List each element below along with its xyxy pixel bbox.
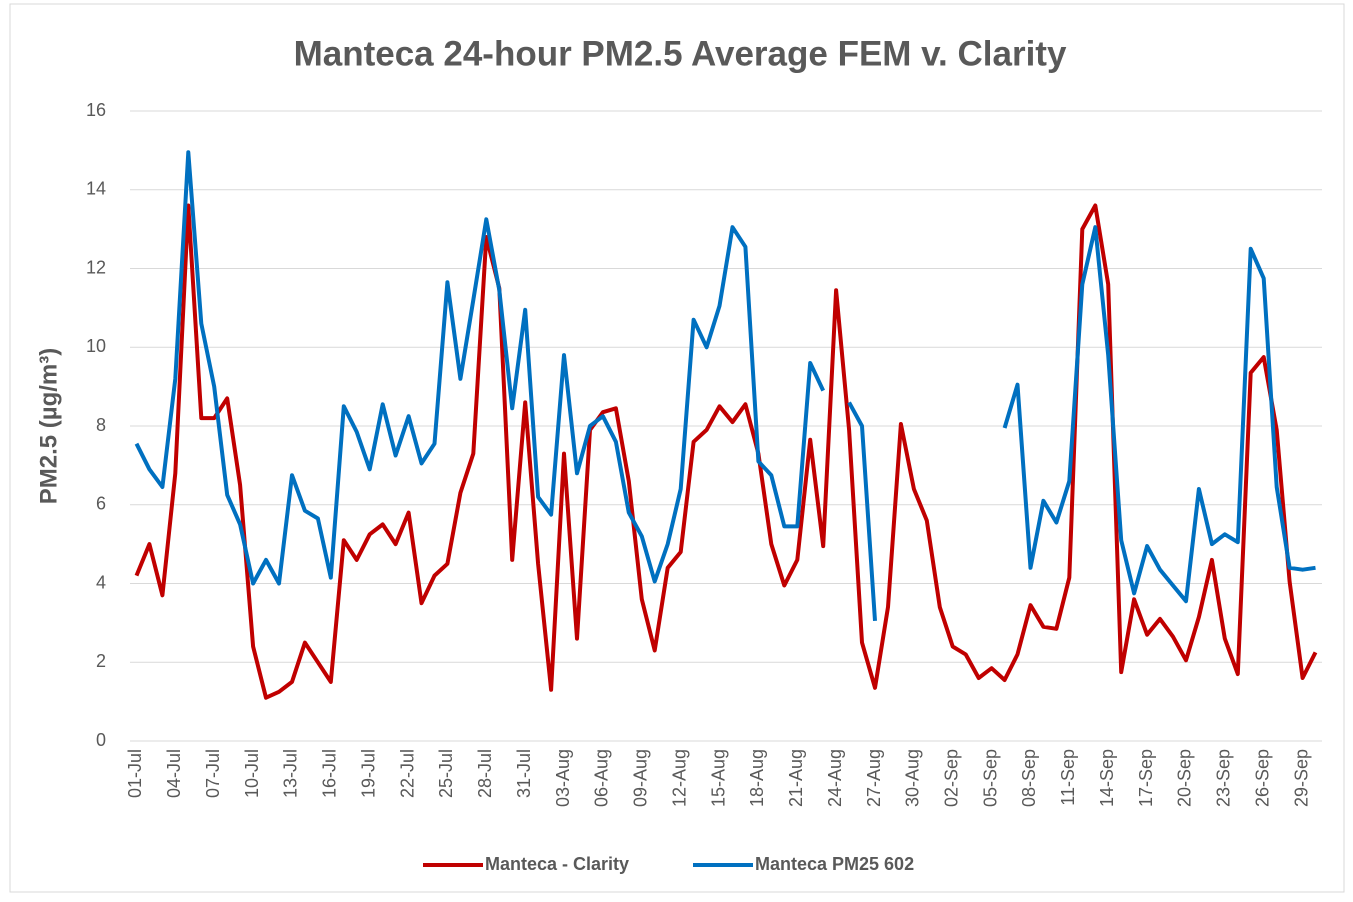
x-tick-label: 03-Aug bbox=[553, 749, 573, 807]
legend-label: Manteca PM25 602 bbox=[755, 854, 914, 874]
x-tick-label: 14-Sep bbox=[1097, 749, 1117, 807]
y-tick-label: 10 bbox=[86, 336, 106, 356]
y-tick-label: 6 bbox=[96, 494, 106, 514]
y-tick-label: 16 bbox=[86, 100, 106, 120]
x-tick-label: 26-Sep bbox=[1252, 749, 1272, 807]
x-tick-label: 30-Aug bbox=[903, 749, 923, 807]
x-tick-label: 29-Sep bbox=[1291, 749, 1311, 807]
legend-label: Manteca - Clarity bbox=[485, 854, 629, 874]
x-tick-label: 08-Sep bbox=[1019, 749, 1039, 807]
x-tick-label: 10-Jul bbox=[242, 749, 262, 798]
x-tick-label: 22-Jul bbox=[397, 749, 417, 798]
x-tick-label: 25-Jul bbox=[436, 749, 456, 798]
chart-frame bbox=[9, 3, 1345, 893]
x-tick-label: 21-Aug bbox=[786, 749, 806, 807]
x-tick-label: 15-Aug bbox=[708, 749, 728, 807]
x-tick-label: 06-Aug bbox=[592, 749, 612, 807]
y-tick-label: 12 bbox=[86, 257, 106, 277]
x-tick-label: 04-Jul bbox=[164, 749, 184, 798]
x-tick-label: 12-Aug bbox=[669, 749, 689, 807]
x-tick-label: 24-Aug bbox=[825, 749, 845, 807]
x-tick-label: 23-Sep bbox=[1214, 749, 1234, 807]
x-tick-label: 05-Sep bbox=[980, 749, 1000, 807]
x-tick-label: 19-Jul bbox=[358, 749, 378, 798]
x-tick-label: 16-Jul bbox=[320, 749, 340, 798]
x-tick-label: 02-Sep bbox=[941, 749, 961, 807]
y-tick-label: 14 bbox=[86, 179, 106, 199]
x-tick-label: 13-Jul bbox=[281, 749, 301, 798]
y-axis-label: PM2.5 (µg/m³) bbox=[35, 348, 62, 505]
x-tick-label: 27-Aug bbox=[864, 749, 884, 807]
x-tick-label: 07-Jul bbox=[203, 749, 223, 798]
series-line bbox=[134, 203, 1318, 700]
y-tick-label: 2 bbox=[96, 651, 106, 671]
x-tick-label: 28-Jul bbox=[475, 749, 495, 798]
x-tick-label: 09-Aug bbox=[631, 749, 651, 807]
series-line bbox=[134, 150, 1316, 622]
x-tick-label: 20-Sep bbox=[1175, 749, 1195, 807]
chart-title: Manteca 24-hour PM2.5 Average FEM v. Cla… bbox=[294, 34, 1067, 73]
x-tick-label: 18-Aug bbox=[747, 749, 767, 807]
x-tick-label: 31-Jul bbox=[514, 749, 534, 798]
x-tick-label: 01-Jul bbox=[125, 749, 145, 798]
y-tick-label: 0 bbox=[96, 730, 106, 750]
y-tick-label: 4 bbox=[96, 572, 106, 592]
x-tick-label: 11-Sep bbox=[1058, 749, 1078, 806]
y-tick-label: 8 bbox=[96, 415, 106, 435]
x-tick-label: 17-Sep bbox=[1136, 749, 1156, 807]
